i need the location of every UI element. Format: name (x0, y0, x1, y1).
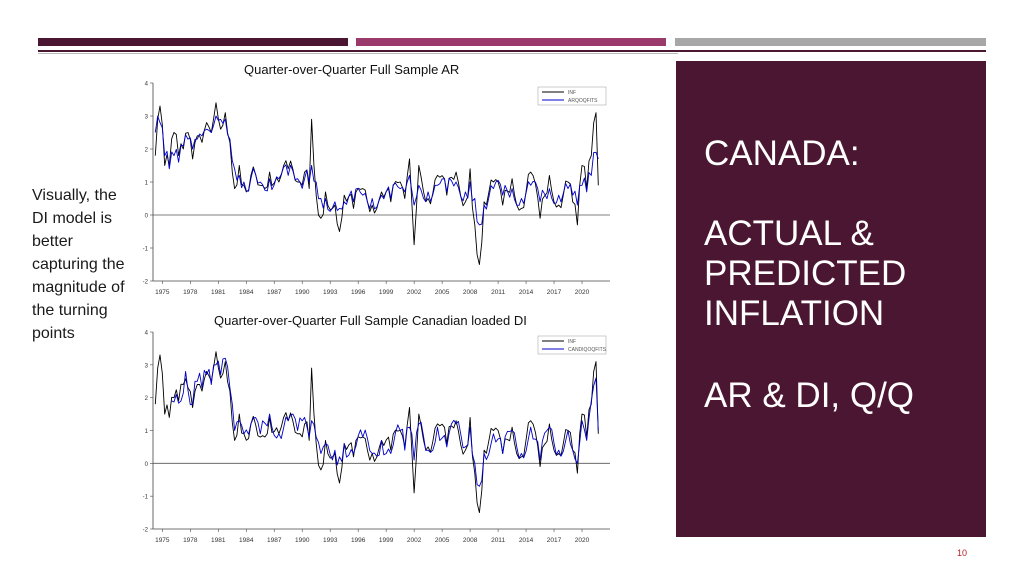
chart-2-xtick-label: 2005 (435, 537, 450, 544)
chart-1-xtick-label: 2005 (435, 289, 450, 296)
chart-2-xtick-label: 2011 (491, 537, 505, 544)
header-bar-2 (356, 38, 666, 46)
chart-2-xtick-label: 1990 (295, 537, 310, 544)
chart-2-xtick-label: 1996 (351, 537, 366, 544)
title-panel (676, 61, 986, 537)
chart-1-ytick-label: -2 (143, 280, 149, 286)
chart-2-xtick-label: 1975 (155, 537, 170, 544)
chart-1-ytick-label: 1 (145, 181, 149, 187)
chart-2-ytick-label: 3 (145, 363, 149, 369)
chart-1-xtick-label: 1999 (379, 289, 394, 296)
chart-2-legend-label: INF (568, 339, 576, 345)
chart-1-ytick-label: -1 (143, 247, 149, 253)
chart-1-series-inf (154, 102, 599, 265)
header-bar-3 (675, 38, 986, 46)
chart-1-xtick-label: 2020 (575, 289, 590, 296)
chart-2-ytick-label: -2 (143, 528, 149, 534)
chart-2-xtick-label: 1999 (379, 537, 394, 544)
chart-2-series-inf (154, 351, 599, 514)
chart-2-xtick-label: 2014 (519, 537, 534, 544)
chart-2-ytick-label: 2 (145, 396, 149, 402)
chart-1-ytick-label: 3 (145, 115, 149, 121)
chart-1-series-arqoqfits (154, 115, 599, 226)
panel-line-canada: CANADA: (704, 134, 860, 173)
chart-1-xtick-label: 1996 (351, 289, 366, 296)
chart-1-xtick-label: 1975 (155, 289, 170, 296)
chart-1-legend (537, 86, 607, 106)
chart-2-legend (537, 335, 607, 355)
chart-1-xtick-label: 1993 (323, 289, 338, 296)
chart-2-xtick-label: 1987 (267, 537, 282, 544)
panel-line-actual: ACTUAL & (704, 214, 874, 253)
chart-1-ytick-label: 4 (145, 82, 149, 88)
chart-2-xtick-label: 2002 (407, 537, 422, 544)
chart-2-series-candiqoqfits (171, 357, 599, 487)
chart-2-xtick-label: 1978 (183, 537, 198, 544)
chart-2-xtick-label: 1993 (323, 537, 338, 544)
commentary-text: Visually, the DI model is better capturi… (32, 187, 125, 342)
header-bar-1 (38, 38, 348, 46)
chart-1-xtick-label: 2011 (491, 289, 505, 296)
chart-2-xtick-label: 2020 (575, 537, 590, 544)
panel-line-predicted: PREDICTED (704, 254, 907, 293)
chart-2-ytick-label: 0 (145, 462, 149, 468)
chart-2-xtick-label: 1981 (211, 537, 226, 544)
chart-2-legend-label: CANDIQOQFITS (568, 347, 607, 353)
chart-1-xtick-label: 1984 (239, 289, 254, 296)
panel-line-models: AR & DI, Q/Q (704, 376, 915, 415)
chart-1-legend-label: INF (568, 90, 576, 96)
chart-1-xtick-label: 2008 (463, 289, 478, 296)
chart-1-ytick-label: 2 (145, 148, 149, 154)
chart-2-ytick-label: 4 (145, 331, 149, 337)
chart-1-xtick-label: 1981 (211, 289, 226, 296)
chart-1-xtick-label: 2017 (547, 289, 562, 296)
chart-1-xtick-label: 2014 (519, 289, 534, 296)
chart-2-title: Quarter-over-Quarter Full Sample Canadia… (214, 313, 527, 328)
side-rule (38, 53, 678, 54)
chart-1-title: Quarter-over-Quarter Full Sample AR (244, 62, 460, 77)
chart-1-xtick-label: 2002 (407, 289, 422, 296)
chart-1-xtick-label: 1987 (267, 289, 282, 296)
chart-2-xtick-label: 2008 (463, 537, 478, 544)
chart-2-xtick-label: 2017 (547, 537, 562, 544)
header-rule (38, 50, 986, 52)
chart-2-ytick-label: -1 (143, 495, 149, 501)
chart-1-xtick-label: 1978 (183, 289, 198, 296)
chart-2-xtick-label: 1984 (239, 537, 254, 544)
chart-2-ytick-label: 1 (145, 429, 149, 435)
chart-1-legend-label: ARQOQFITS (568, 98, 598, 104)
chart-1-ytick-label: 0 (145, 214, 149, 220)
panel-line-inflation: INFLATION (704, 294, 885, 333)
page-number: 10 (957, 548, 968, 558)
chart-1-xtick-label: 1990 (295, 289, 310, 296)
